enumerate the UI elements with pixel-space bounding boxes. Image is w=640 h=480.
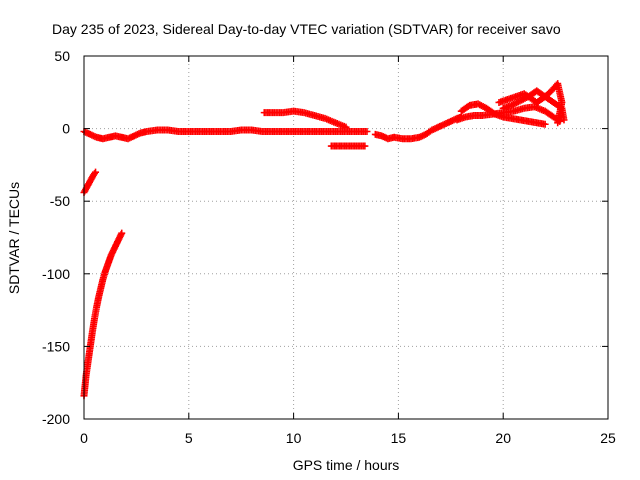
x-tick-label: 15 [391,430,407,446]
series-end-trace-d [499,87,568,124]
y-tick-label: 50 [54,48,70,64]
x-tick-label: 0 [80,430,88,446]
data-points [80,80,568,400]
y-tick-label: 0 [62,121,70,137]
series-end-trace-b [457,100,549,128]
y-tick-label: -200 [42,411,70,427]
data-point [541,120,549,128]
data-point [554,119,562,127]
y-tick-label: -100 [42,266,70,282]
axis-ticks: 0 5 10 15 20 25 -200 -150 -100 -50 0 50 [42,48,616,446]
data-point [342,123,350,131]
series-gap-segment [371,113,465,143]
x-tick-label: 20 [495,430,511,446]
data-point [361,142,369,150]
series-steep-curve-b [80,229,126,400]
data-point [92,168,100,176]
chart-title: Day 235 of 2023, Sidereal Day-to-day VTE… [52,21,561,37]
y-tick-label: -50 [50,193,70,209]
data-point [560,116,568,124]
y-tick-label: -150 [42,338,70,354]
data-point [90,170,98,178]
x-tick-label: 5 [185,430,193,446]
series-main-trace [80,126,371,143]
series-bump-trace [260,107,350,131]
x-tick-label: 10 [286,430,302,446]
x-tick-label: 25 [600,430,616,446]
series-low-segment [327,142,369,150]
data-point [118,229,126,237]
data-point [363,128,371,136]
series-steep-curve-a [80,168,100,196]
x-axis-title: GPS time / hours [293,457,400,473]
plot-frame [83,55,609,420]
y-axis-title: SDTVAR / TECUs [6,182,22,294]
